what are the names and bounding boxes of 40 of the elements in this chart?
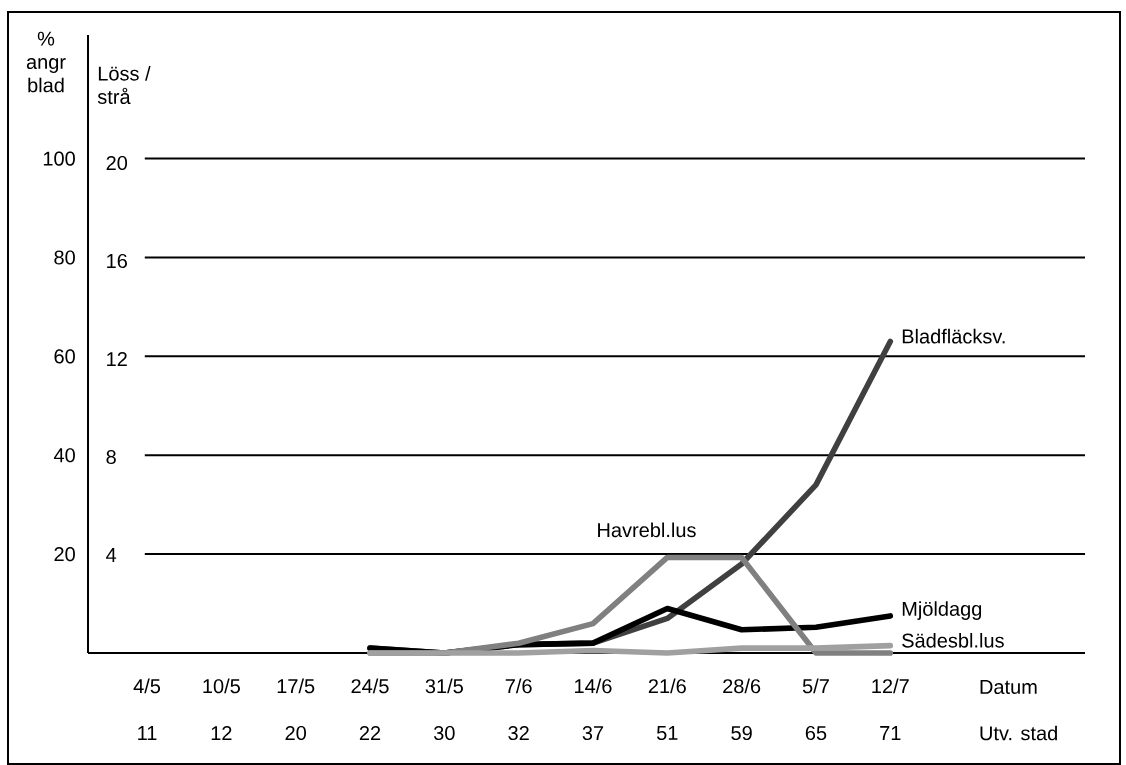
text: 32 xyxy=(508,725,529,741)
y-tick-label: 80 xyxy=(54,250,75,265)
text: 30 xyxy=(433,725,455,741)
text: 37 xyxy=(582,725,604,741)
y2-tick-label: 4 xyxy=(106,548,117,562)
x-tick-label: 10/5 xyxy=(203,678,240,694)
y-axis-title: % angr blad xyxy=(26,31,66,93)
x-tick-label: 28/6 xyxy=(723,678,761,694)
series-label: Sädesbl.lus xyxy=(902,632,1004,648)
text: Utv. stad xyxy=(980,725,1057,741)
x-tick-label: 5/7 xyxy=(802,678,829,694)
text: 71 xyxy=(880,726,901,740)
y2-axis-title: Löss / strå xyxy=(97,65,151,104)
text: 12 xyxy=(211,726,232,740)
text: 22 xyxy=(359,726,381,740)
x-tick-label: 14/6 xyxy=(575,678,612,694)
y2-tick-label: 20 xyxy=(106,155,128,171)
series-label: Bladfläcksv. xyxy=(902,328,1005,344)
x-tick-label: 12/7 xyxy=(872,678,909,694)
text: 20 xyxy=(285,725,306,741)
series-label: Mjöldagg xyxy=(902,601,982,620)
x-tick-label: 7/6 xyxy=(505,678,532,694)
x-tick-label: 21/6 xyxy=(648,678,686,694)
y-tick-label: 20 xyxy=(54,547,75,562)
series-label: Havrebl.lus xyxy=(598,522,696,538)
y-tick-label: 60 xyxy=(54,349,75,364)
x-tick-label: 4/5 xyxy=(133,678,161,694)
text: 59 xyxy=(731,725,752,741)
y-tick-label: 100 xyxy=(43,151,75,166)
y2-tick-label: 8 xyxy=(106,449,116,465)
y2-tick-label: 12 xyxy=(107,352,127,366)
y-tick-label: 40 xyxy=(53,448,75,463)
x-tick-label: 17/5 xyxy=(277,678,315,694)
text: 11 xyxy=(138,726,157,740)
x-axis-title: Datum xyxy=(980,680,1037,694)
text: 51 xyxy=(656,726,678,740)
text: 65 xyxy=(805,725,827,741)
x-tick-label: 31/5 xyxy=(425,678,463,694)
x-tick-label: 24/5 xyxy=(351,678,389,694)
y2-tick-label: 16 xyxy=(107,253,127,269)
